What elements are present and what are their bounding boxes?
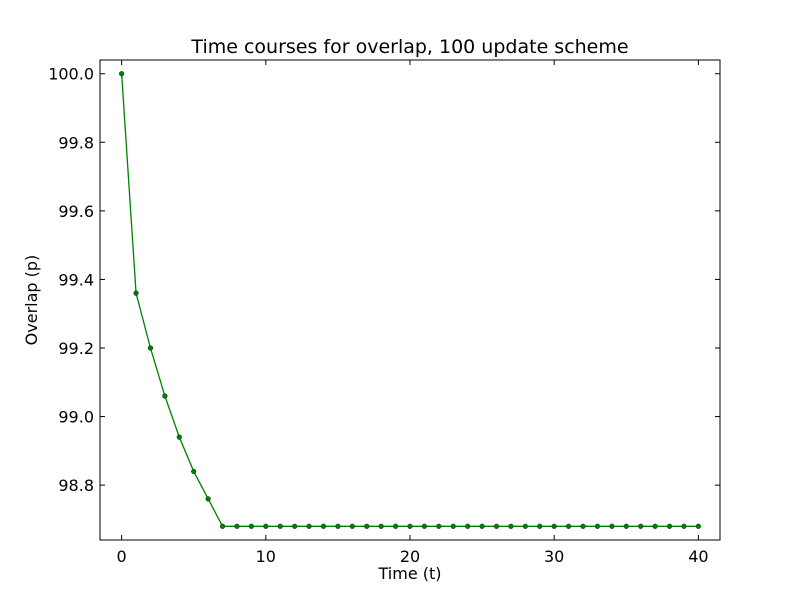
data-point: [176, 434, 182, 440]
data-point: [277, 523, 283, 529]
data-point: [407, 523, 413, 529]
data-point: [392, 523, 399, 529]
data-point: [493, 523, 500, 529]
data-point: [652, 523, 658, 529]
x-tick-label: 30: [544, 547, 564, 566]
ticks-layer: 0 10 20 30 40 98.8 99.0 99.2 99.4 99.6 99.8 100.0: [48, 60, 720, 566]
data-point: [580, 523, 586, 529]
data-point: [551, 523, 557, 529]
data-point: [191, 468, 197, 475]
data-point: [219, 523, 226, 529]
y-tick-label: 99.8: [58, 133, 94, 152]
data-point: [638, 523, 644, 529]
y-tick-label: 100.0: [48, 65, 94, 84]
plot-area: [100, 60, 720, 540]
x-tick-label: 10: [256, 547, 276, 566]
y-tick-label: 99.0: [58, 408, 94, 427]
data-point: [205, 496, 211, 502]
data-point: [508, 523, 514, 529]
data-point: [248, 523, 254, 529]
data-point: [364, 523, 370, 529]
data-point: [609, 523, 615, 529]
x-tick-label: 40: [688, 547, 708, 566]
data-point: [537, 523, 543, 529]
data-point: [133, 290, 139, 296]
data-point: [666, 523, 673, 529]
data-point: [421, 523, 428, 529]
data-point: [306, 523, 312, 529]
y-tick-label: 99.6: [58, 202, 94, 221]
x-tick-label: 0: [117, 547, 127, 566]
y-tick-label: 98.8: [58, 476, 94, 495]
y-tick-label: 99.2: [58, 339, 94, 358]
data-point: [522, 523, 528, 529]
data-point: [436, 523, 442, 529]
data-point: [119, 71, 125, 77]
data-point: [465, 523, 471, 529]
data-point: [695, 523, 701, 529]
data-point: [623, 523, 629, 529]
data-point: [450, 523, 456, 529]
data-point: [566, 523, 572, 529]
data-point: [378, 523, 384, 529]
plot-frame: [99, 59, 721, 541]
data-point: [349, 523, 355, 529]
data-point: [594, 523, 601, 529]
data-point: [234, 523, 240, 529]
data-point: [681, 523, 687, 529]
data-point: [320, 523, 327, 529]
y-tick-label: 99.4: [58, 270, 94, 289]
x-tick-label: 20: [400, 547, 420, 566]
data-point: [162, 393, 168, 399]
series-layer: [119, 71, 701, 529]
data-point: [479, 523, 485, 529]
data-point: [335, 523, 341, 529]
data-point: [292, 523, 298, 529]
y-axis-label: Overlap (p): [22, 255, 41, 346]
x-axis-label: Time (t): [378, 564, 442, 583]
data-point: [147, 345, 154, 351]
chart-title: Time courses for overlap, 100 update sch…: [190, 36, 628, 58]
data-point: [263, 523, 269, 529]
